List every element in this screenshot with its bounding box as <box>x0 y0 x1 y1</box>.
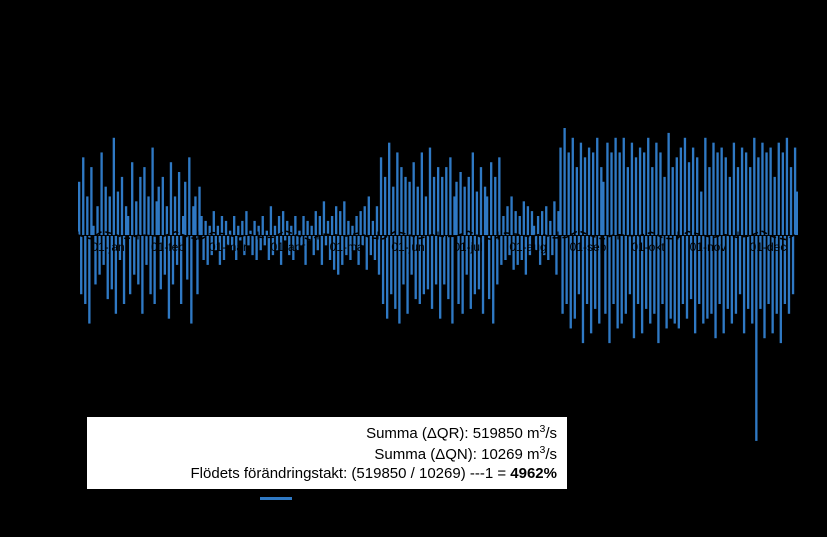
x-tick-label: 01-jul <box>453 240 482 254</box>
y-tick-label: -200 <box>50 424 74 438</box>
stats-line-1-val: 519850 m <box>473 425 540 442</box>
y-ticks: -250-200-150-100-50050100150200 <box>18 40 78 480</box>
stats-line-1-pre: Summa (ΔQR): <box>366 425 473 442</box>
stats-line-2: Summa (ΔQN): 10269 m3/s <box>97 444 557 465</box>
stats-line-1-post: /s <box>545 425 557 442</box>
figure: Flödets förändringstakt (ΔQ) för reguler… <box>0 0 827 537</box>
x-tick-label: 01-aug <box>509 240 546 254</box>
y-tick-label: 100 <box>54 131 74 145</box>
stats-box: Summa (ΔQR): 519850 m3/s Summa (ΔQN): 10… <box>86 416 568 490</box>
x-tick-label: 01-mar <box>209 240 247 254</box>
legend-item: ΔQR <box>260 490 330 506</box>
stats-line-2-post: /s <box>545 446 557 463</box>
x-ticks: 01-jan 01-feb 01-mar 01-apr 01-maj 01-jun 01-j… <box>78 240 798 260</box>
x-tick-label: 01-dec <box>750 240 787 254</box>
x-tick-label: 01-okt <box>631 240 664 254</box>
stats-line-3: Flödets förändringstakt: (519850 / 10269… <box>97 465 557 484</box>
legend-label: ΔQR <box>300 490 330 506</box>
x-tick-label: 01-maj <box>330 240 367 254</box>
x-tick-label: 01-apr <box>271 240 306 254</box>
legend-label: ΔQN <box>394 490 424 506</box>
x-tick-label: 01-feb <box>151 240 185 254</box>
legend: ΔQR ΔQN <box>260 490 425 506</box>
y-tick-label: 0 <box>67 229 74 243</box>
legend-swatch <box>260 497 292 500</box>
stats-line-3-bold: 4962% <box>510 465 557 482</box>
legend-swatch <box>354 497 386 499</box>
plot-svg <box>78 40 798 480</box>
chart-title: Flödets förändringstakt (ΔQ) för reguler… <box>0 12 827 29</box>
x-tick-label: 01-jan <box>91 240 124 254</box>
y-tick-label: -150 <box>50 375 74 389</box>
stats-line-1: Summa (ΔQR): 519850 m3/s <box>97 423 557 444</box>
x-tick-label: 01-nov <box>690 240 727 254</box>
y-tick-label: -250 <box>50 473 74 487</box>
stats-line-2-val: 10269 m <box>481 446 539 463</box>
stats-line-2-pre: Summa (ΔQN): <box>374 446 481 463</box>
plot-area <box>78 40 798 480</box>
y-tick-label: 50 <box>61 180 74 194</box>
y-tick-label: 200 <box>54 33 74 47</box>
y-tick-label: -100 <box>50 326 74 340</box>
y-tick-label: -50 <box>57 277 74 291</box>
stats-line-3-pre: Flödets förändringstakt: (519850 / 10269… <box>191 465 511 482</box>
y-tick-label: 150 <box>54 82 74 96</box>
x-tick-label: 01-jun <box>391 240 424 254</box>
legend-item: ΔQN <box>354 490 424 506</box>
x-tick-label: 01-sep <box>570 240 607 254</box>
